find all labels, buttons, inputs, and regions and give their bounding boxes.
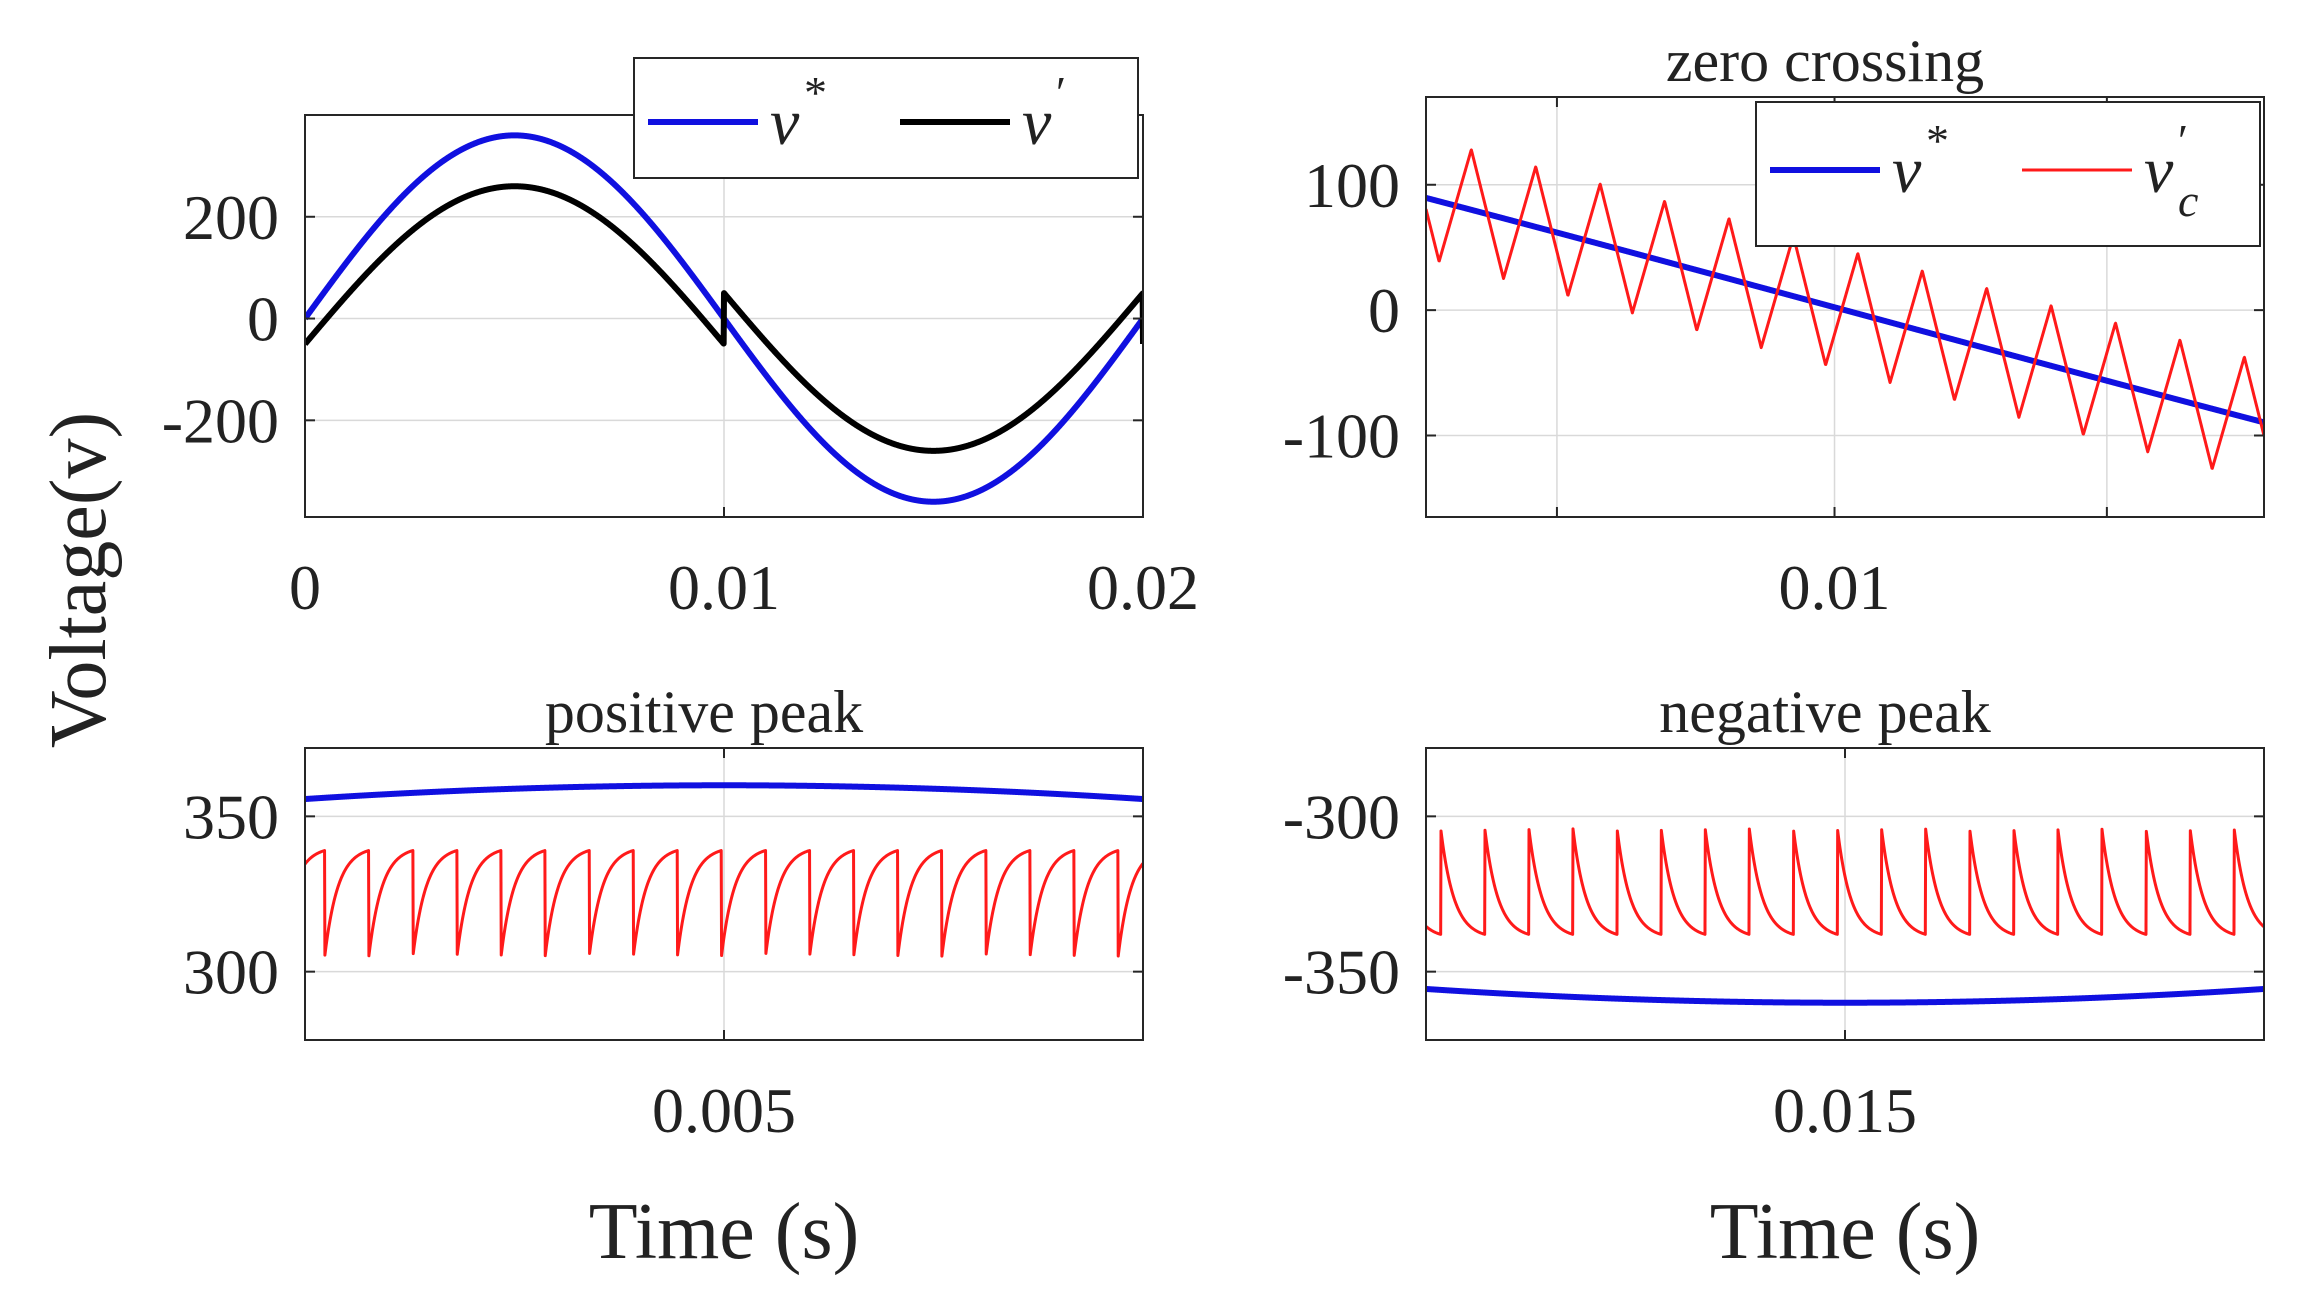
y-tick-label: 300 (183, 937, 279, 1008)
axis-box (1425, 96, 2265, 518)
y-axis-label: Voltage(v) (35, 412, 123, 748)
y-tick-label: 200 (183, 182, 279, 253)
x-tick-label: 0.02 (1087, 552, 1199, 623)
panel-positive-peak: 0.005 300 350 positive peak Time (s) (183, 679, 1144, 1276)
y-tick-label: -300 (1283, 781, 1400, 852)
series-line-v--c (305, 849, 1143, 958)
series-line-v- (305, 782, 1143, 803)
x-tick-label: 0 (289, 552, 321, 623)
legend-superscript: * (804, 67, 827, 118)
y-tick-label: -350 (1283, 937, 1400, 1008)
panel-negative-peak: 0.015 -350 -300 negative peak Time (s) (1283, 679, 2265, 1276)
x-tick-label: 0.01 (668, 552, 780, 623)
legend-label: v (1022, 86, 1052, 159)
x-tick-label: 0.005 (652, 1075, 796, 1146)
legend-superscript: * (1926, 115, 1949, 166)
legend: v * v ′ (633, 57, 1139, 179)
y-tick-label: 0 (247, 284, 279, 355)
x-axis-label: Time (s) (589, 1188, 859, 1276)
series-line-v--c (1426, 827, 2264, 936)
panel-title: positive peak (545, 679, 863, 745)
x-tick-label: 0.015 (1773, 1075, 1917, 1146)
y-tick-label: 350 (183, 781, 279, 852)
legend-box (633, 57, 1139, 179)
y-tick-label: -100 (1283, 401, 1400, 472)
legend-label: v (2144, 134, 2174, 207)
legend-superscript: ′ (2178, 115, 2188, 166)
legend-box (1755, 101, 2261, 247)
panel-title: zero crossing (1666, 28, 1984, 94)
legend-superscript: ′ (1056, 67, 1066, 118)
panel-title: negative peak (1659, 679, 1991, 745)
y-tick-label: 0 (1368, 275, 1400, 346)
series-line-v- (1426, 985, 2264, 1006)
x-tick-label: 0.01 (1779, 552, 1891, 623)
legend-label: v (770, 86, 800, 159)
x-axis-label: Time (s) (1710, 1188, 1980, 1276)
legend-subscript: c (2178, 175, 2198, 226)
y-tick-label: -200 (162, 385, 279, 456)
series-line-v- (1426, 194, 2264, 426)
legend-label: v (1892, 134, 1922, 207)
y-tick-label: 100 (1304, 150, 1400, 221)
legend: v * v ′c (1755, 101, 2261, 247)
series-line-v- (305, 183, 1143, 454)
series-line-v--c (1426, 148, 2264, 470)
